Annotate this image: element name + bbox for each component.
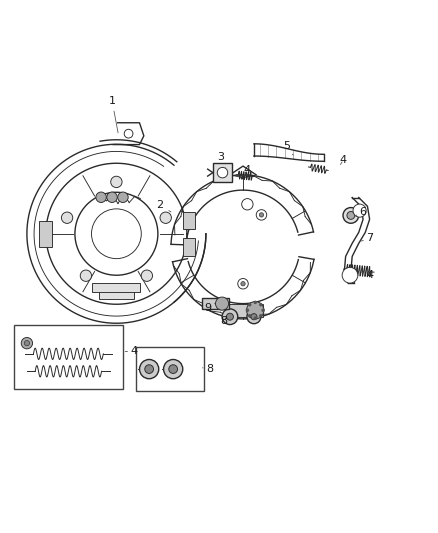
Circle shape	[248, 314, 251, 318]
Text: 6: 6	[354, 207, 367, 217]
Bar	[213, 163, 232, 182]
Circle shape	[61, 212, 73, 223]
Circle shape	[254, 317, 257, 320]
Circle shape	[163, 359, 183, 379]
Circle shape	[247, 310, 261, 324]
Bar	[183, 238, 195, 256]
Bar	[226, 304, 263, 317]
Circle shape	[247, 302, 264, 319]
Text: 7: 7	[361, 233, 373, 243]
Circle shape	[80, 270, 92, 281]
Circle shape	[259, 213, 264, 217]
Circle shape	[238, 279, 248, 289]
Circle shape	[347, 212, 355, 220]
Circle shape	[21, 337, 32, 349]
Circle shape	[248, 303, 251, 306]
Circle shape	[251, 313, 257, 320]
Circle shape	[217, 167, 228, 178]
Text: 9: 9	[205, 303, 215, 313]
Circle shape	[111, 176, 122, 188]
Bar	[39, 221, 53, 247]
Text: 8: 8	[202, 364, 213, 374]
Text: 4: 4	[125, 346, 138, 356]
Circle shape	[256, 209, 267, 220]
Circle shape	[254, 301, 257, 304]
Circle shape	[24, 341, 29, 346]
Text: 4: 4	[340, 155, 347, 165]
Text: 3: 3	[218, 152, 226, 168]
Circle shape	[169, 365, 177, 374]
Text: 4: 4	[361, 270, 373, 280]
Text: 4: 4	[244, 165, 251, 175]
Bar	[202, 298, 229, 309]
Circle shape	[241, 281, 245, 286]
Circle shape	[124, 130, 133, 138]
Bar	[136, 348, 204, 391]
Text: 8: 8	[220, 316, 227, 326]
Circle shape	[259, 314, 262, 318]
Circle shape	[160, 212, 171, 223]
Circle shape	[222, 309, 238, 325]
Text: 2: 2	[156, 200, 171, 212]
Bar	[99, 288, 134, 298]
Circle shape	[140, 359, 159, 379]
Circle shape	[215, 297, 229, 310]
Text: 1: 1	[109, 95, 118, 133]
Circle shape	[259, 303, 262, 306]
Circle shape	[145, 365, 153, 374]
Circle shape	[96, 192, 106, 203]
Circle shape	[242, 199, 253, 210]
Bar	[92, 283, 141, 292]
Circle shape	[353, 204, 366, 217]
Circle shape	[118, 192, 128, 203]
Circle shape	[226, 313, 233, 320]
Bar	[14, 326, 123, 389]
Circle shape	[141, 270, 152, 281]
Text: 5: 5	[283, 141, 293, 155]
Bar	[183, 212, 195, 229]
Circle shape	[107, 192, 117, 203]
Circle shape	[342, 268, 358, 283]
Circle shape	[261, 309, 265, 312]
Circle shape	[246, 309, 249, 312]
Circle shape	[343, 207, 359, 223]
